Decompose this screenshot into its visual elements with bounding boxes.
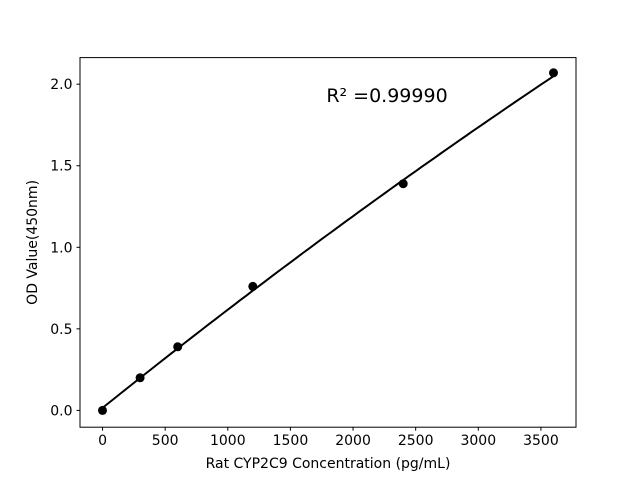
data-point xyxy=(135,373,145,383)
x-tick-label: 1500 xyxy=(273,433,309,449)
x-tick-label: 3000 xyxy=(460,433,496,449)
plot-border xyxy=(79,57,577,428)
data-point xyxy=(398,179,408,189)
y-tick-label: 0.0 xyxy=(50,403,72,419)
x-tick-label: 500 xyxy=(152,433,179,449)
data-point xyxy=(173,342,183,352)
x-tick-label: 3500 xyxy=(523,433,559,449)
r-squared-annotation: R² =0.99990 xyxy=(326,85,447,107)
data-point xyxy=(248,281,258,291)
y-tick-label: 2.0 xyxy=(50,77,72,93)
y-axis-label: OD Value(450nm) xyxy=(25,180,41,305)
generated-plot: 0 500 1000 1500 2000 2500 3000 3500 0.0 0.5 1.0 1.5… xyxy=(50,57,577,449)
data-point xyxy=(98,405,107,415)
x-tick-label: 1000 xyxy=(210,433,246,449)
data-point xyxy=(549,68,558,78)
x-tick-label: 2500 xyxy=(398,433,434,449)
x-tick-label: 2000 xyxy=(335,433,371,449)
y-tick-label: 0.5 xyxy=(50,322,72,338)
y-tick-label: 1.5 xyxy=(50,159,72,175)
x-axis-label: Rat CYP2C9 Concentration (pg/mL) xyxy=(206,456,451,472)
y-tick-label: 1.0 xyxy=(50,240,72,256)
fit-line xyxy=(101,75,555,409)
x-tick-label: 0 xyxy=(98,433,107,449)
